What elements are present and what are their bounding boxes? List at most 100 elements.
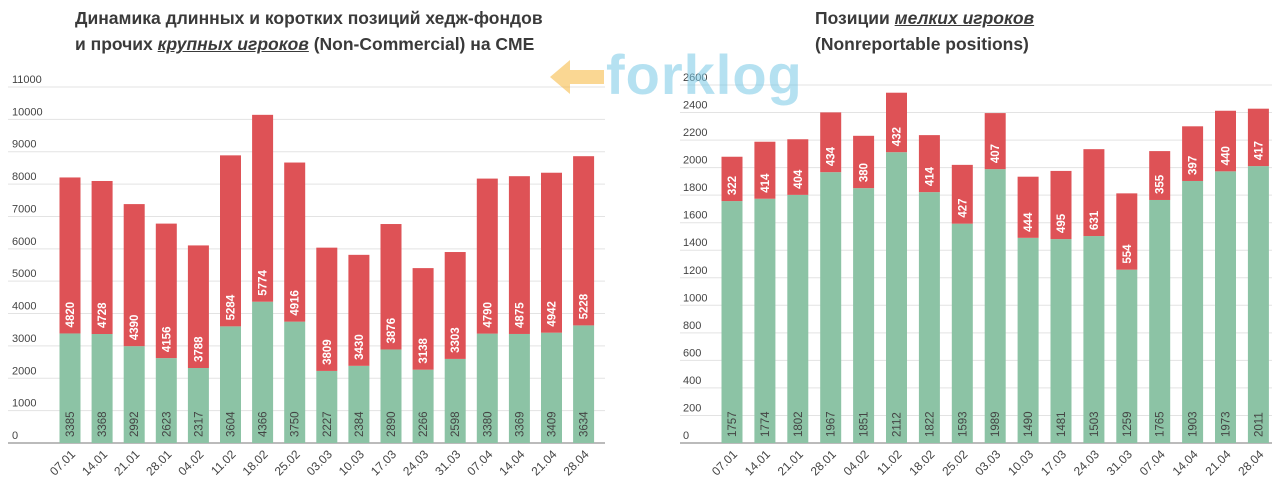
bar-long-segment	[754, 198, 776, 443]
bar-short-segment	[444, 252, 466, 359]
y-tick-label: 1200	[683, 265, 707, 277]
data-label-long: 1490	[1023, 411, 1035, 437]
data-label-short: 397	[1188, 156, 1200, 175]
bar-long-segment	[1149, 199, 1171, 443]
y-tick-label: 11000	[12, 74, 42, 86]
x-tick-label: 31.03	[1104, 447, 1135, 478]
bar-long-segment	[721, 201, 743, 443]
forklog-logo-icon	[550, 60, 604, 94]
x-tick-label: 24.03	[1071, 447, 1102, 478]
data-label-long: 1503	[1089, 411, 1101, 437]
data-label-short: 4916	[290, 290, 302, 316]
bar-short-segment	[508, 176, 530, 334]
bar-long-segment	[91, 333, 113, 443]
data-label-short: 5774	[258, 270, 270, 296]
data-label-short: 4156	[161, 327, 173, 353]
bar-short-segment	[1182, 126, 1204, 181]
data-label-short: 3788	[193, 336, 205, 362]
bar-short-segment	[91, 180, 113, 334]
bar-short-segment	[1083, 149, 1105, 237]
bar-long-segment	[820, 172, 842, 443]
y-tick-label: 4000	[12, 301, 36, 313]
bar-long-segment	[316, 370, 338, 443]
bar-short-segment	[754, 141, 776, 199]
data-label-long: 1822	[924, 411, 936, 437]
bar-long-segment	[252, 301, 274, 443]
bar-short-segment	[573, 156, 595, 326]
data-label-long: 1851	[859, 411, 871, 437]
bar-short-segment	[853, 135, 875, 189]
bar-long-segment	[444, 358, 466, 443]
data-label-short: 631	[1089, 210, 1101, 230]
y-tick-label: 0	[12, 430, 18, 442]
y-tick-label: 9000	[12, 139, 36, 151]
bar-short-segment	[348, 254, 370, 366]
bar-long-segment	[508, 333, 530, 443]
data-label-short: 3430	[354, 334, 366, 360]
data-label-long: 3369	[514, 411, 526, 437]
data-label-short: 355	[1155, 174, 1167, 194]
bar-short-segment	[787, 139, 809, 195]
data-label-long: 1973	[1221, 411, 1233, 437]
data-label-long: 3409	[547, 411, 559, 437]
data-label-long: 2317	[193, 411, 205, 437]
right-chart-title: Позиции мелких игроков (Nonreportable po…	[815, 5, 1034, 57]
data-label-short: 4875	[514, 302, 526, 328]
bar-long-segment	[1247, 166, 1269, 443]
y-tick-label: 7000	[12, 203, 36, 215]
bar-long-segment	[541, 332, 562, 443]
right-title-line2: (Nonreportable positions)	[815, 34, 1029, 54]
data-label-short: 5228	[579, 293, 591, 319]
data-label-long: 1802	[793, 411, 805, 437]
x-tick-label: 28.01	[808, 447, 839, 478]
data-label-long: 2384	[354, 411, 366, 437]
x-tick-label: 07.04	[1137, 447, 1168, 478]
x-tick-label: 28.04	[1235, 447, 1266, 478]
bar-short-segment	[541, 172, 562, 333]
bar-long-segment	[1017, 237, 1039, 443]
bar-long-segment	[380, 349, 402, 443]
data-label-short: 554	[1122, 244, 1134, 264]
y-tick-label: 200	[683, 402, 701, 414]
bar-long-segment	[984, 169, 1006, 443]
data-label-short: 417	[1253, 141, 1265, 160]
bar-long-segment	[123, 346, 145, 443]
x-tick-label: 21.04	[1202, 447, 1233, 478]
x-tick-label: 04.02	[841, 447, 872, 478]
y-tick-label: 2400	[683, 100, 707, 112]
x-tick-label: 14.04	[1170, 447, 1201, 478]
bar-long-segment	[1116, 269, 1138, 443]
y-tick-label: 1400	[683, 237, 707, 249]
data-label-short: 5284	[226, 294, 238, 320]
y-tick-label: 400	[683, 375, 701, 387]
data-label-long: 2623	[161, 411, 173, 437]
bar-long-segment	[1182, 180, 1204, 443]
bar-short-segment	[476, 178, 498, 334]
data-label-short: 404	[793, 169, 805, 189]
bar-short-segment	[1050, 170, 1072, 240]
data-label-short: 432	[892, 127, 904, 146]
data-label-long: 1765	[1155, 411, 1167, 437]
x-tick-label: 14.01	[742, 447, 773, 478]
data-label-short: 414	[924, 166, 936, 186]
left-title-emphasis: крупных игроков	[157, 34, 309, 54]
data-label-long: 2227	[322, 411, 334, 437]
y-tick-label: 1600	[683, 210, 707, 222]
data-label-long: 4366	[258, 411, 270, 437]
data-label-long: 1481	[1056, 411, 1068, 437]
y-tick-label: 0	[683, 430, 689, 442]
y-tick-label: 1000	[683, 292, 707, 304]
data-label-long: 1757	[727, 411, 739, 437]
data-label-long: 1259	[1122, 411, 1134, 437]
data-label-long: 2266	[418, 411, 430, 437]
x-tick-label: 07.01	[709, 447, 740, 478]
data-label-long: 3385	[65, 411, 77, 437]
bar-long-segment	[886, 152, 907, 443]
data-label-long: 2598	[450, 411, 462, 437]
data-label-short: 440	[1221, 146, 1233, 165]
data-label-short: 3876	[386, 318, 398, 344]
forklog-logo: forklog	[548, 43, 818, 112]
y-tick-label: 6000	[12, 236, 36, 248]
bar-short-segment	[918, 135, 940, 193]
